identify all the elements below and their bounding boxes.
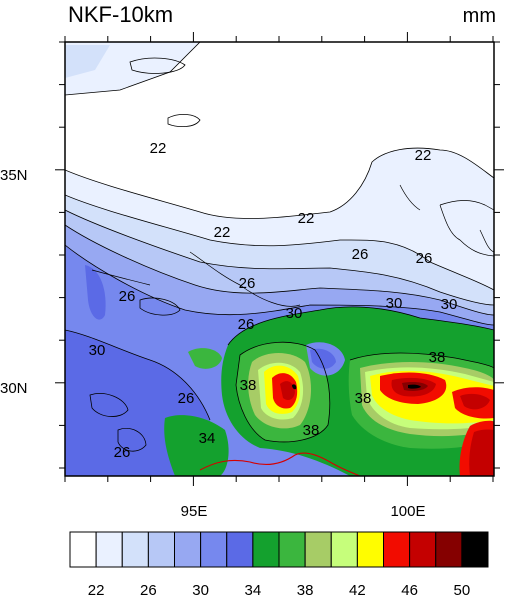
colorbar-swatch bbox=[330, 531, 358, 568]
units-label: mm bbox=[462, 5, 496, 27]
contour-label: 26 bbox=[416, 250, 433, 267]
lat-label-30N: 30N bbox=[0, 380, 28, 397]
colorbar-swatch bbox=[409, 531, 437, 568]
contour-label: 26 bbox=[352, 246, 369, 263]
colorbar-swatch bbox=[95, 531, 123, 568]
colorbar-swatch bbox=[278, 531, 306, 568]
contour-label: 38 bbox=[429, 349, 446, 366]
contour-label: 22 bbox=[214, 224, 231, 241]
contour-label: 26 bbox=[238, 316, 255, 333]
contour-label: 38 bbox=[303, 422, 320, 439]
contour-label: 22 bbox=[150, 140, 167, 157]
contour-label: 38 bbox=[355, 390, 372, 407]
colorbar-swatch bbox=[69, 531, 97, 568]
colorbar-swatch bbox=[356, 531, 384, 568]
colorbar-label: 26 bbox=[140, 582, 157, 599]
map-ticks bbox=[55, 32, 504, 486]
contour-label: 22 bbox=[298, 210, 315, 227]
colorbar-swatch bbox=[304, 531, 332, 568]
lon-label-100E: 100E bbox=[390, 503, 425, 520]
contour-label: 30 bbox=[89, 342, 106, 359]
y-axis-labels: 35N 30N bbox=[0, 167, 28, 397]
colorbar-label: 22 bbox=[88, 582, 105, 599]
colorbar-label: 30 bbox=[192, 582, 209, 599]
colorbar-swatch bbox=[200, 531, 228, 568]
contour-label: 26 bbox=[119, 288, 136, 305]
contour-label: 26 bbox=[239, 275, 256, 292]
contour-label: 22 bbox=[415, 147, 432, 164]
colorbar-swatch bbox=[226, 531, 254, 568]
colorbar-swatch bbox=[174, 531, 202, 568]
contour-label: 30 bbox=[441, 296, 458, 313]
contour-label: 34 bbox=[199, 430, 216, 447]
colorbar-label: 38 bbox=[297, 582, 314, 599]
colorbar-swatch bbox=[383, 531, 411, 568]
colorbar-label: 46 bbox=[401, 582, 418, 599]
colorbar-label: 42 bbox=[349, 582, 366, 599]
contour-label: 30 bbox=[286, 305, 303, 322]
colorbar-swatch bbox=[147, 531, 175, 568]
contour-label: 30 bbox=[386, 295, 403, 312]
map-title: NKF-10km bbox=[68, 2, 174, 27]
contour-label: 26 bbox=[178, 390, 195, 407]
colorbar-swatch bbox=[121, 531, 149, 568]
contour-label: 38 bbox=[240, 377, 257, 394]
contour-labels: 22 22 22 22 26 26 26 26 30 30 30 26 30 38 38 38 38 26 26 34 bbox=[89, 140, 458, 461]
colorbar bbox=[69, 531, 489, 568]
colorbar-swatch bbox=[461, 531, 489, 568]
colorbar-label: 50 bbox=[454, 582, 471, 599]
colorbar-labels: 22 26 30 34 38 42 46 50 bbox=[88, 582, 470, 599]
lat-label-35N: 35N bbox=[0, 167, 28, 184]
colorbar-swatch bbox=[252, 531, 280, 568]
lon-label-95E: 95E bbox=[181, 503, 208, 520]
colorbar-label: 34 bbox=[245, 582, 262, 599]
contour-label: 26 bbox=[114, 444, 131, 461]
colorbar-swatch bbox=[435, 531, 463, 568]
map-fill: 22 22 22 22 26 26 26 26 30 30 30 26 30 38 38 38 38 26 26 34 bbox=[65, 42, 494, 476]
x-axis-labels: 95E 100E bbox=[181, 503, 426, 520]
